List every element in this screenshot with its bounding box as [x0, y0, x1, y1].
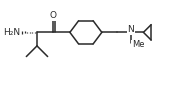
Text: O: O	[50, 11, 57, 20]
Text: Me: Me	[132, 40, 144, 49]
Text: N: N	[127, 25, 134, 34]
Text: H₂N: H₂N	[3, 28, 20, 37]
